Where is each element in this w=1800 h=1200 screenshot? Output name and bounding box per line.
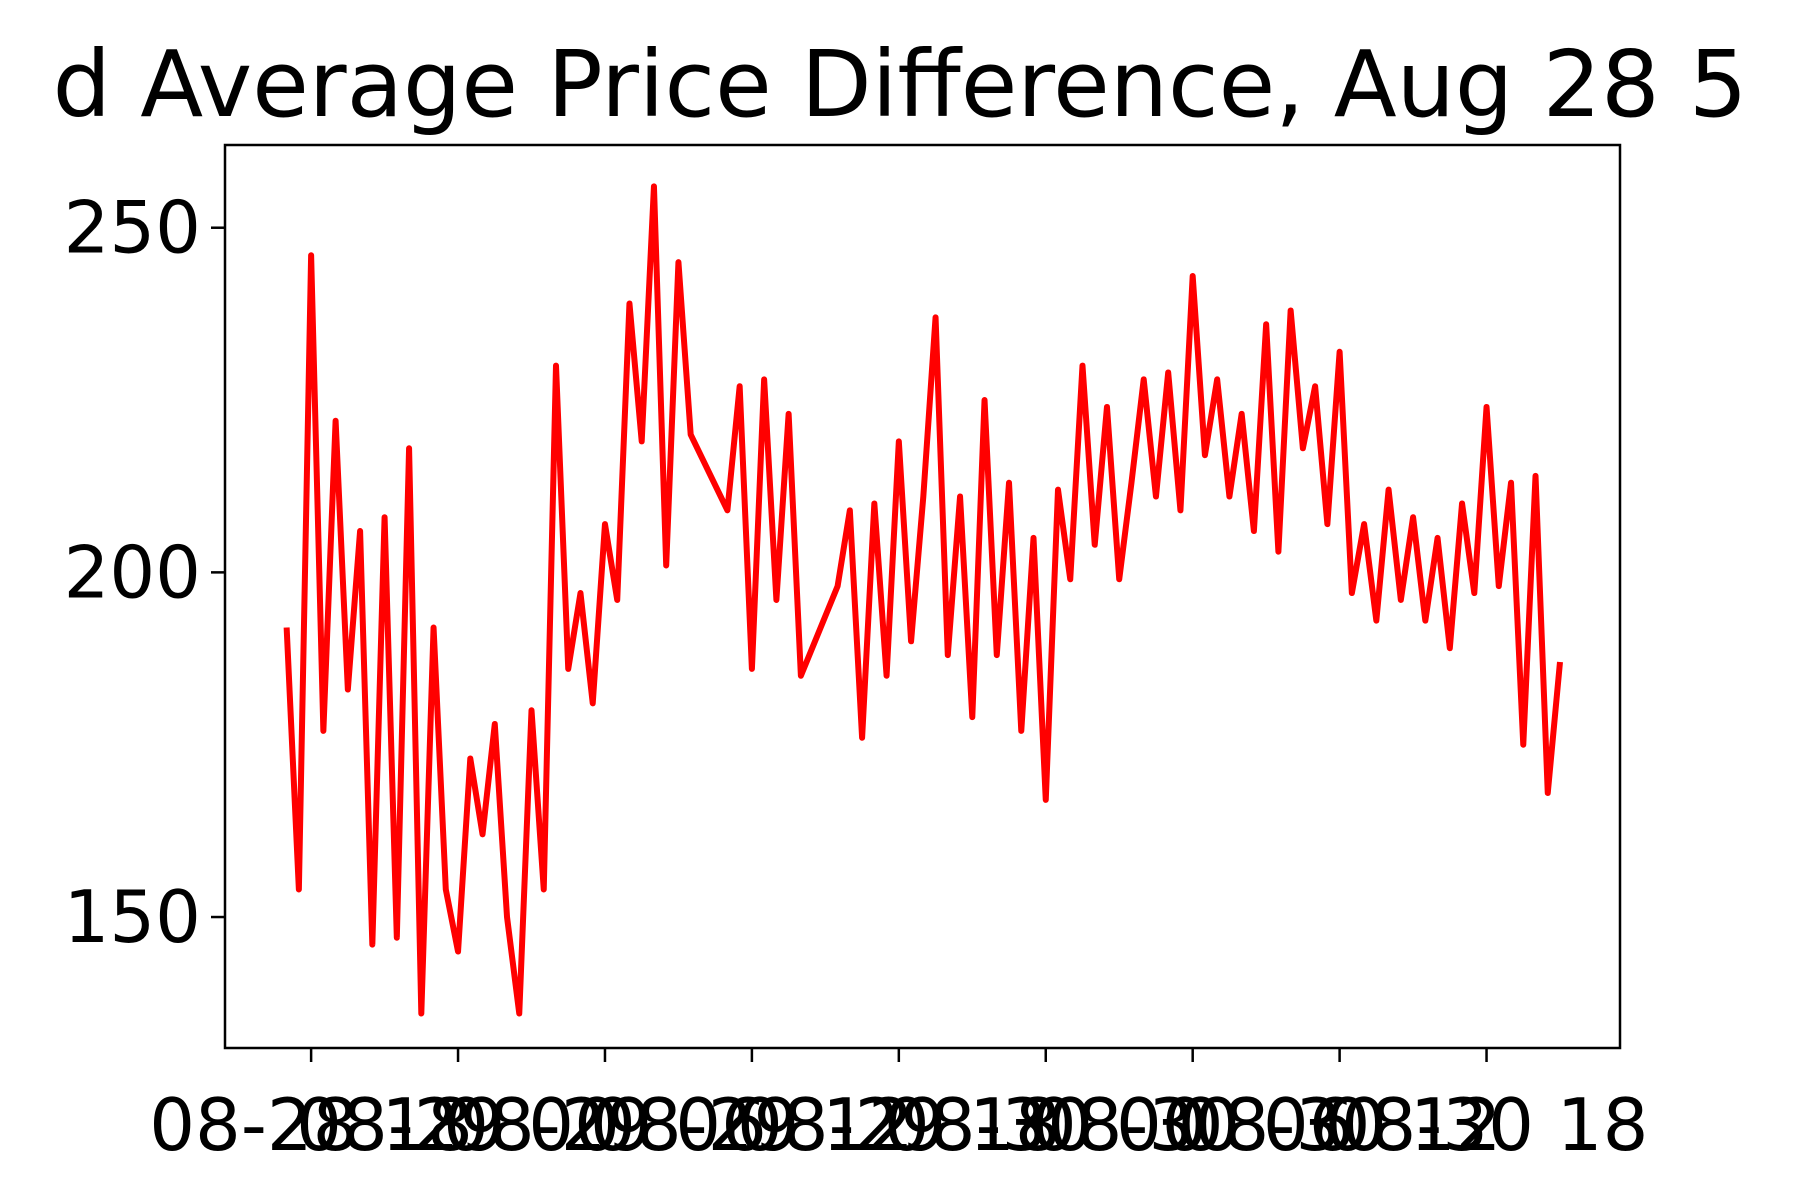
x-tick-label: 08-30 18 [1325, 1083, 1649, 1167]
x-tick-label: 08-29 06 [443, 1083, 767, 1167]
x-tick-label: 08-29 00 [296, 1083, 620, 1167]
x-tick-label: 08-28 18 [149, 1083, 473, 1167]
x-tick-label: 08-29 12 [590, 1083, 914, 1167]
line-series [283, 183, 1563, 1017]
x-tick-label: 08-30 12 [1178, 1083, 1502, 1167]
x-tick-label: 08-30 06 [1031, 1083, 1355, 1167]
x-tick-label: 08-29 18 [737, 1083, 1061, 1167]
y-tick-label: 250 [64, 186, 201, 270]
x-tick-label: 08-30 00 [884, 1083, 1208, 1167]
y-tick-label: 200 [64, 530, 201, 614]
chart-title: d Average Price Difference, Aug 28 5 [53, 31, 1748, 138]
plot-frame [223, 143, 1622, 1050]
y-tick-label: 150 [64, 875, 201, 959]
